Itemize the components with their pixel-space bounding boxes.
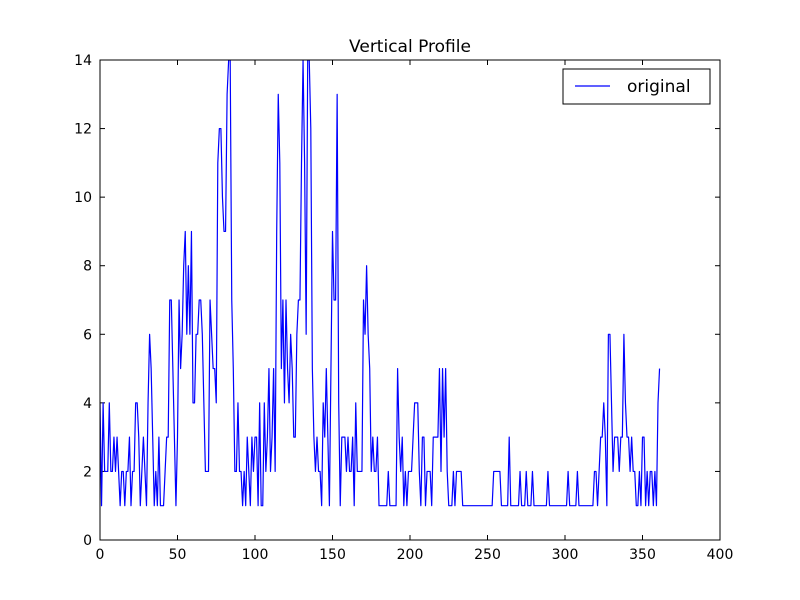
y-tick-label: 10 [74, 190, 92, 206]
series-layer [100, 60, 661, 507]
y-tick-label: 0 [83, 533, 92, 549]
x-tick-label: 250 [474, 547, 501, 563]
x-tick-label: 200 [397, 547, 424, 563]
y-tick-label: 8 [83, 259, 92, 275]
x-tick-label: 400 [707, 547, 734, 563]
x-tick-label: 150 [319, 547, 346, 563]
y-tick-label: 14 [74, 53, 92, 69]
x-tick-label: 300 [552, 547, 579, 563]
x-tick-label: 50 [169, 547, 187, 563]
x-tick-label: 0 [96, 547, 105, 563]
y-tick-label: 4 [83, 396, 92, 412]
chart-title: Vertical Profile [349, 37, 471, 57]
axis-tick-labels: 0 50 100 150 200 250 300 350 400 0 2 4 6 8 10 12 14 [74, 53, 733, 563]
y-tick-label: 12 [74, 122, 92, 138]
legend: original [562, 68, 711, 105]
y-tick-label: 6 [83, 327, 92, 343]
legend-label-original: original [627, 77, 691, 97]
x-tick-label: 100 [242, 547, 269, 563]
plot-frame [99, 59, 721, 541]
y-tick-label: 2 [83, 464, 92, 480]
series-line-original [100, 60, 661, 507]
x-tick-label: 350 [629, 547, 656, 563]
